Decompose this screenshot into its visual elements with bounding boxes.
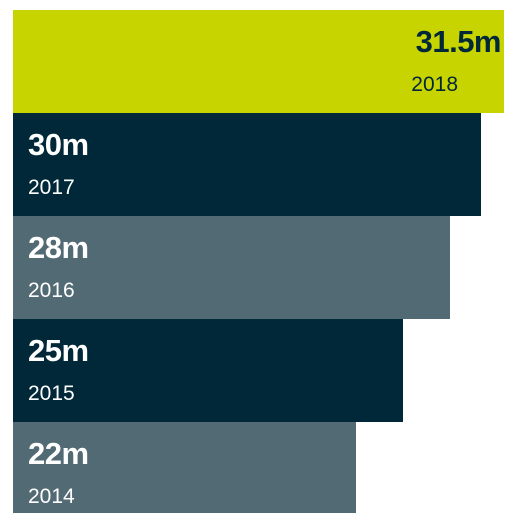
bar-2014: 22m 2014 (13, 422, 356, 513)
bar-category-label: 2014 (28, 485, 75, 508)
bar-category-label: 2018 (411, 73, 458, 96)
bar-category-label: 2015 (28, 382, 75, 405)
bar-2015: 25m 2015 (13, 319, 403, 422)
bar-category-label: 2016 (28, 279, 75, 302)
bar-category-label: 2017 (28, 176, 75, 199)
bar-value-label: 22m (28, 436, 89, 471)
bar-2018: 31.5m 2018 (13, 10, 504, 113)
bar-2017: 30m 2017 (13, 113, 481, 216)
bar-value-label: 28m (28, 230, 89, 265)
bar-2016: 28m 2016 (13, 216, 450, 319)
bar-value-label: 25m (28, 333, 89, 368)
bar-value-label: 31.5m (415, 24, 502, 59)
bar-value-label: 30m (28, 127, 89, 162)
